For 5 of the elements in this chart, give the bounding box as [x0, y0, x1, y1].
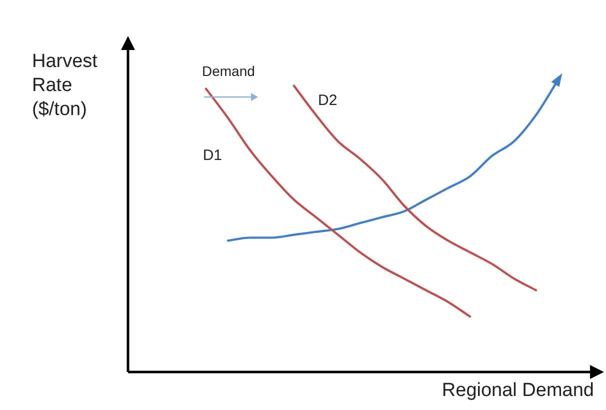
series-label: D2 [318, 92, 338, 110]
text: Demand [202, 62, 255, 79]
x-axis-title: Regional Demand [442, 380, 594, 402]
series-label: D1 [202, 147, 222, 164]
y-axis-title: Harvest Rate ($/ton) [32, 50, 98, 122]
